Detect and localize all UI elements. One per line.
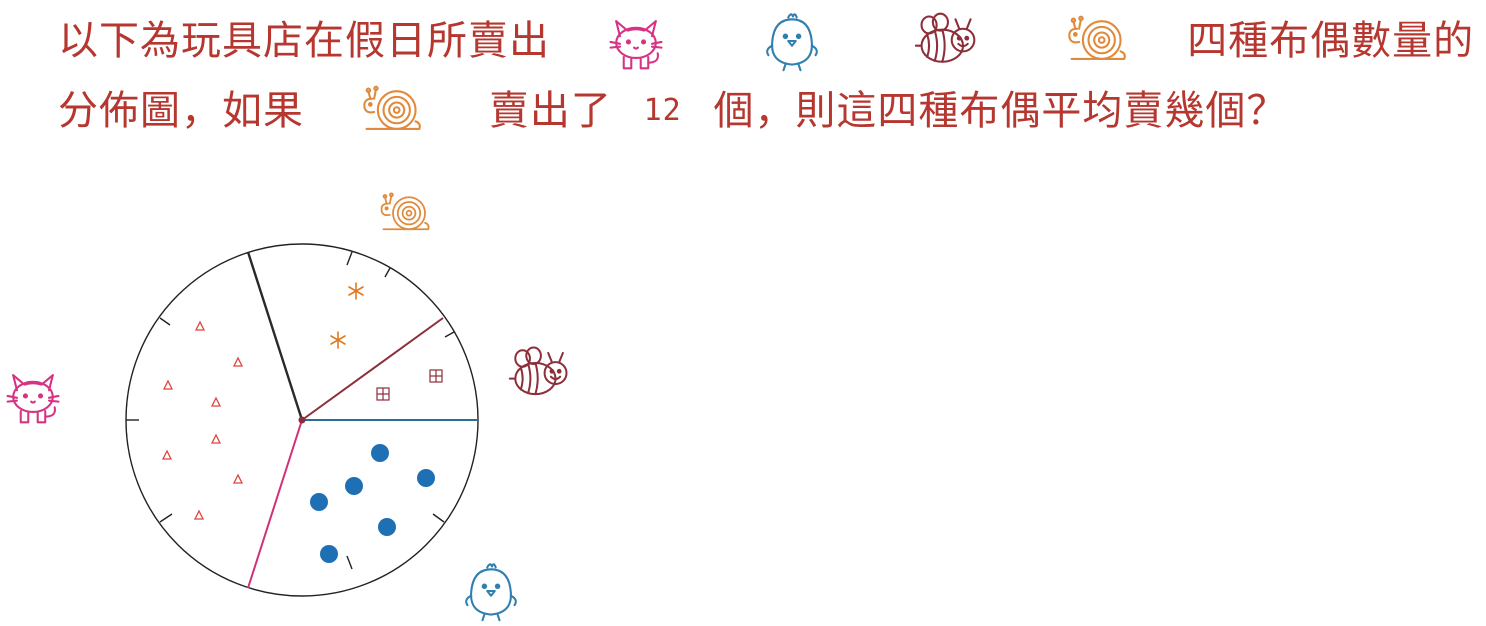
question-prefix: 以下為玩具店在假日所賣出 <box>58 18 550 64</box>
triangle-marker <box>210 396 222 407</box>
pie-center <box>298 416 306 424</box>
triangle-marker <box>161 449 173 460</box>
snail-icon <box>1064 8 1130 74</box>
snail-sector-markers <box>330 282 364 349</box>
dot-marker <box>378 518 396 536</box>
triangle-marker <box>232 356 244 367</box>
dot-marker <box>371 444 389 462</box>
cat-sector-markers <box>161 320 244 520</box>
triangle-marker <box>193 509 205 520</box>
asterisk-marker <box>330 331 346 349</box>
question-line-1: 以下為玩具店在假日所賣出 四種布偶數量的 <box>58 8 1474 74</box>
grid-square-marker <box>376 387 390 401</box>
grid-square-marker <box>429 369 443 383</box>
question-sold: 賣出了 <box>488 88 612 134</box>
chick-sector-markers <box>310 444 435 563</box>
boundary-snail-bee <box>301 317 444 421</box>
dot-marker <box>310 493 328 511</box>
snail-count: 12 <box>643 93 682 128</box>
bee-icon <box>914 8 980 74</box>
dot-marker <box>417 469 435 487</box>
triangle-marker <box>194 320 206 331</box>
distribution-pie-diagram <box>6 192 568 622</box>
cat-icon <box>6 374 60 424</box>
dot-marker <box>345 477 363 495</box>
triangle-marker <box>210 433 222 444</box>
tick-marks <box>126 251 455 570</box>
bee-icon <box>508 346 568 396</box>
dot-marker <box>320 545 338 563</box>
cat-icon <box>603 8 669 74</box>
triangle-marker <box>162 379 174 390</box>
question-prefix-2: 分佈圖，如果 <box>58 88 304 134</box>
question-line-2: 分佈圖，如果 賣出了 12 個，則這四種布偶平均賣幾個？ <box>58 78 1287 144</box>
chick-icon <box>465 563 517 622</box>
boundary-cat-snail <box>246 251 304 421</box>
question-suffix-2: 個，則這四種布偶平均賣幾個？ <box>713 88 1288 134</box>
question-suffix: 四種布偶數量的 <box>1187 18 1475 64</box>
asterisk-marker <box>348 282 364 300</box>
snail-icon <box>380 192 430 231</box>
bee-sector-markers <box>376 369 443 401</box>
chick-icon <box>759 8 825 74</box>
triangle-marker <box>232 473 244 484</box>
snail-icon <box>359 78 425 144</box>
boundary-chick-cat <box>247 419 303 589</box>
